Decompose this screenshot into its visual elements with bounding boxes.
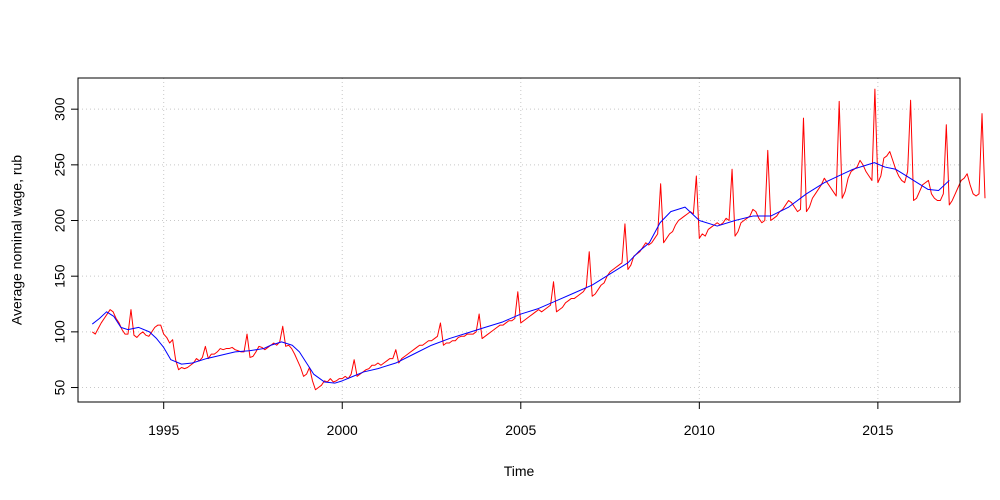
series-line-raw [91, 88, 986, 391]
y-tick-label: 50 [52, 380, 68, 396]
y-tick-label: 300 [52, 97, 68, 121]
grid-lines [78, 78, 960, 402]
y-axis-title: Average nominal wage, rub [9, 155, 25, 325]
plot-frame [77, 77, 961, 403]
series-line-trend [91, 162, 950, 384]
x-tick-label: 1995 [148, 422, 179, 438]
x-tick-label: 2010 [684, 422, 715, 438]
x-tick-label: 2015 [862, 422, 893, 438]
x-tick-label: 2005 [505, 422, 536, 438]
axes: 1995 2000 2005 2010 2015 50 100 150 200 250 300 [52, 97, 894, 438]
y-tick-label: 250 [52, 153, 68, 177]
x-axis-title: Time [504, 463, 535, 479]
x-tick-label: 2000 [327, 422, 358, 438]
series-layer [91, 88, 986, 391]
y-tick-label: 100 [52, 320, 68, 344]
y-tick-label: 150 [52, 264, 68, 288]
y-tick-label: 200 [52, 209, 68, 233]
